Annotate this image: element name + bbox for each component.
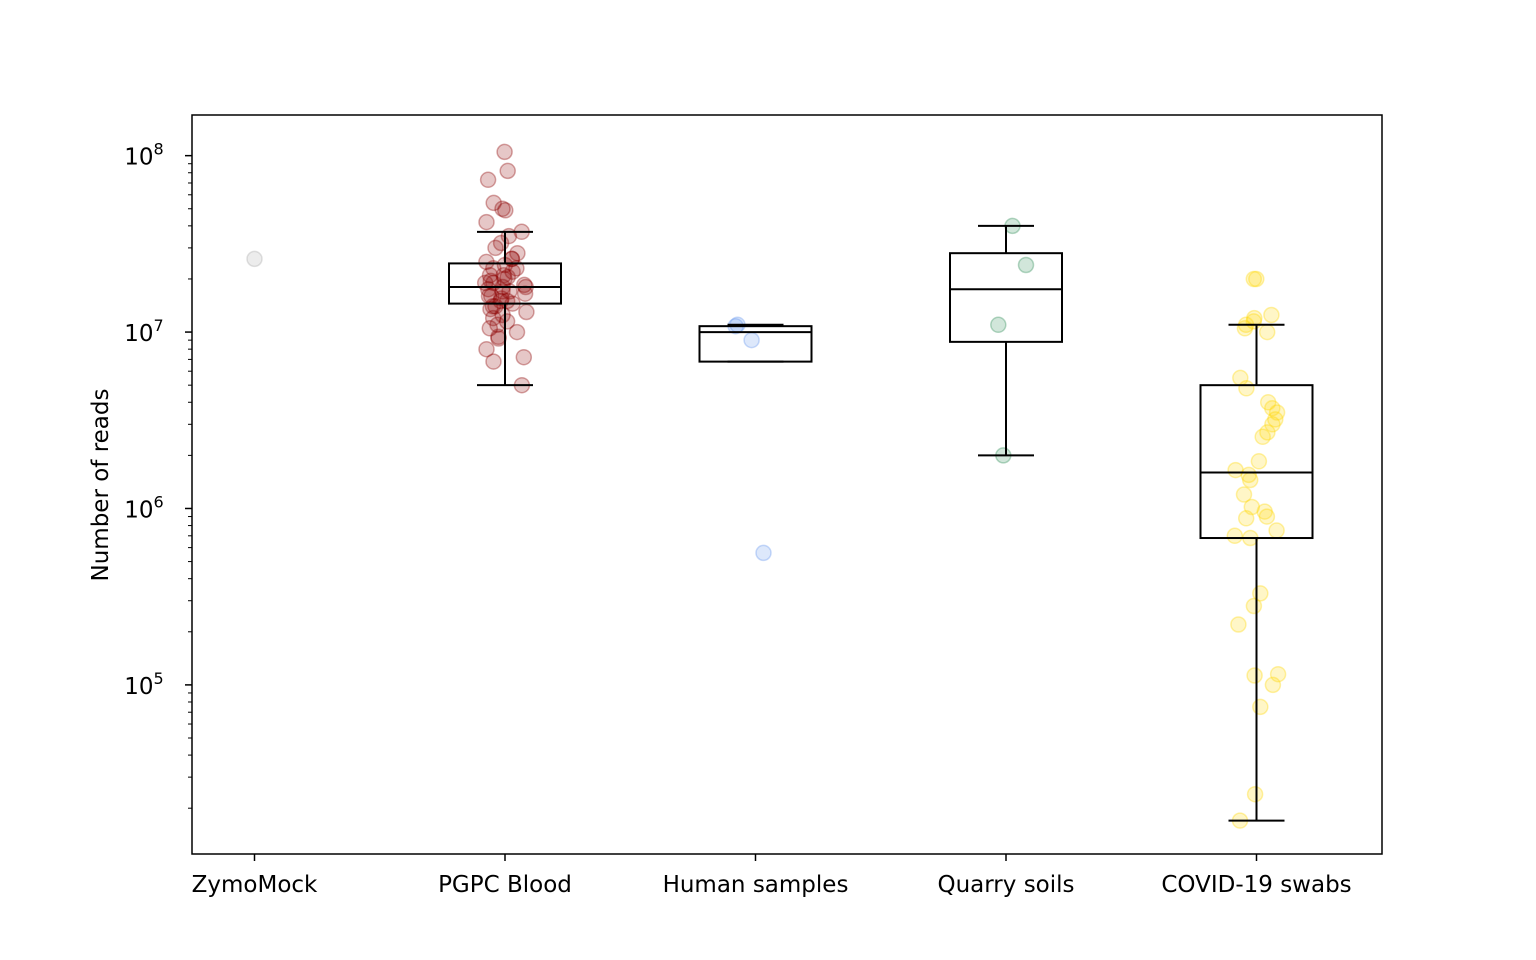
x-tick-label: Human samples bbox=[663, 872, 849, 898]
boxes-layer bbox=[448, 224, 1314, 822]
data-point bbox=[508, 260, 525, 277]
data-point bbox=[1264, 399, 1281, 417]
data-point bbox=[490, 328, 507, 346]
data-point bbox=[484, 309, 502, 327]
data-point bbox=[494, 200, 511, 218]
series-zymomock bbox=[246, 250, 263, 268]
data-point bbox=[497, 202, 514, 219]
data-point bbox=[1254, 428, 1271, 446]
data-point bbox=[1230, 616, 1247, 633]
data-point bbox=[516, 285, 534, 302]
data-point bbox=[1252, 698, 1269, 716]
data-point bbox=[480, 280, 497, 298]
data-point bbox=[1227, 461, 1244, 479]
data-point bbox=[755, 544, 772, 562]
data-point bbox=[1256, 503, 1273, 520]
y-tick-label: 106 bbox=[124, 492, 163, 523]
data-point bbox=[487, 298, 504, 315]
x-tick-label: ZymoMock bbox=[192, 872, 318, 898]
data-point bbox=[478, 340, 495, 358]
box-covid-19-swabs bbox=[1199, 323, 1314, 822]
data-point bbox=[515, 348, 533, 366]
data-point bbox=[493, 290, 510, 307]
iqr-box bbox=[448, 262, 562, 305]
data-point bbox=[481, 320, 499, 337]
data-point bbox=[1250, 453, 1268, 470]
data-point bbox=[481, 266, 499, 284]
data-point bbox=[1241, 471, 1259, 489]
data-point bbox=[1263, 306, 1280, 324]
data-point bbox=[1240, 466, 1257, 484]
data-point bbox=[1017, 256, 1035, 274]
data-point bbox=[518, 303, 535, 321]
scatter-points-layer bbox=[246, 143, 1287, 829]
iqr-box bbox=[1199, 384, 1314, 540]
data-point bbox=[499, 268, 516, 286]
data-point bbox=[1246, 785, 1264, 803]
data-point bbox=[743, 331, 760, 349]
data-point bbox=[1235, 486, 1253, 503]
iqr-box bbox=[698, 325, 813, 363]
data-point bbox=[485, 194, 502, 212]
data-point bbox=[482, 272, 500, 290]
data-point bbox=[478, 213, 495, 231]
data-point bbox=[516, 276, 533, 294]
data-point bbox=[1226, 527, 1244, 545]
data-point bbox=[1259, 394, 1277, 411]
data-point bbox=[508, 323, 526, 341]
data-point bbox=[499, 162, 516, 180]
data-point bbox=[1245, 597, 1263, 615]
data-point bbox=[1268, 522, 1285, 539]
data-point bbox=[990, 316, 1007, 334]
data-point bbox=[1238, 380, 1255, 397]
data-point bbox=[246, 250, 263, 268]
box-quarry-soils bbox=[949, 224, 1063, 457]
x-tick-label: Quarry soils bbox=[937, 872, 1074, 898]
data-point bbox=[482, 300, 499, 318]
data-point bbox=[496, 143, 513, 161]
data-point bbox=[509, 244, 526, 262]
data-point bbox=[487, 239, 504, 257]
y-tick-label: 107 bbox=[124, 316, 163, 347]
data-point bbox=[498, 292, 516, 310]
iqr-box bbox=[949, 252, 1063, 343]
data-point bbox=[1248, 270, 1265, 288]
x-tick-label: PGPC Blood bbox=[438, 872, 572, 898]
data-point bbox=[479, 171, 497, 189]
data-point bbox=[494, 306, 511, 324]
data-point bbox=[484, 298, 502, 315]
box-pgpc-blood bbox=[448, 230, 562, 387]
y-axis: 105 106 107 108 bbox=[124, 140, 192, 809]
plot-area-frame bbox=[191, 114, 1383, 855]
data-point bbox=[485, 260, 502, 277]
data-point bbox=[1245, 270, 1263, 288]
data-point bbox=[1264, 416, 1281, 433]
data-point bbox=[1237, 510, 1255, 527]
data-point bbox=[485, 353, 502, 370]
y-tick-label: 105 bbox=[124, 669, 163, 700]
x-axis: ZymoMock PGPC Blood Human samples Quarry so… bbox=[192, 854, 1352, 898]
data-point bbox=[1258, 508, 1276, 525]
y-axis-label: Number of reads bbox=[88, 389, 114, 582]
data-point bbox=[1259, 424, 1276, 441]
data-point bbox=[478, 253, 495, 271]
data-point bbox=[1258, 323, 1276, 341]
data-point bbox=[1243, 498, 1261, 516]
data-point bbox=[1268, 404, 1286, 421]
series-quarry-soils bbox=[990, 217, 1035, 464]
data-point bbox=[1267, 411, 1284, 428]
data-point bbox=[1236, 320, 1254, 337]
series-covid-19-swabs bbox=[1226, 270, 1287, 829]
data-point bbox=[1246, 667, 1263, 684]
data-point bbox=[1264, 676, 1282, 694]
series-human-samples bbox=[727, 316, 772, 562]
x-tick-label: COVID-19 swabs bbox=[1161, 872, 1351, 898]
box-human-samples bbox=[698, 323, 813, 363]
data-point bbox=[495, 266, 512, 284]
data-point bbox=[1269, 665, 1287, 683]
y-tick-label: 108 bbox=[124, 140, 163, 171]
data-point bbox=[498, 313, 516, 330]
